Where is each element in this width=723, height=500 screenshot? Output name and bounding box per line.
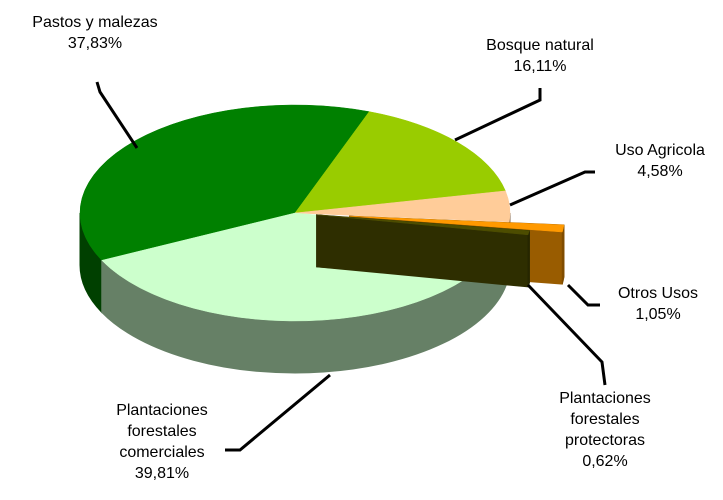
slice-label: Plantaciones forestales protectoras 0,62% bbox=[505, 388, 705, 472]
slice-name: Bosque natural bbox=[486, 37, 594, 54]
leader-line bbox=[526, 283, 607, 386]
slice-value: 0,62% bbox=[582, 453, 628, 470]
slice-value: 37,83% bbox=[67, 35, 123, 52]
slice-value: 1,05% bbox=[635, 306, 681, 323]
leader-line bbox=[566, 283, 600, 307]
leader-line bbox=[95, 81, 139, 149]
pie-slice bbox=[316, 214, 530, 236]
leader-line bbox=[509, 170, 595, 207]
slice-name: Plantaciones forestales comerciales bbox=[116, 402, 208, 461]
pie-slice bbox=[349, 215, 565, 233]
slice-label: Plantaciones forestales comerciales 39,81… bbox=[62, 400, 262, 484]
pie-slice bbox=[79, 104, 370, 261]
pie-slice bbox=[294, 190, 511, 223]
slice-name: Plantaciones forestales protectoras bbox=[559, 390, 651, 449]
slice-label: Bosque natural 16,11% bbox=[440, 35, 640, 77]
leader-line bbox=[225, 373, 331, 452]
slice-value: 39,81% bbox=[134, 465, 190, 482]
slice-name: Pastos y malezas bbox=[32, 14, 158, 31]
pie-slice bbox=[294, 111, 506, 214]
slice-value: 16,11% bbox=[513, 58, 567, 75]
slice-label: Uso Agricola 4,58% bbox=[560, 140, 723, 182]
slice-label: Otros Usos 1,05% bbox=[558, 283, 723, 325]
slice-label: Pastos y malezas 37,83% bbox=[0, 12, 195, 54]
slice-name: Otros Usos bbox=[617, 285, 698, 302]
slice-value: 4,58% bbox=[637, 163, 683, 180]
leader-line bbox=[454, 88, 542, 142]
pie-side bbox=[561, 224, 565, 285]
slice-name: Uso Agricola bbox=[615, 142, 705, 159]
pie-side bbox=[527, 230, 530, 288]
